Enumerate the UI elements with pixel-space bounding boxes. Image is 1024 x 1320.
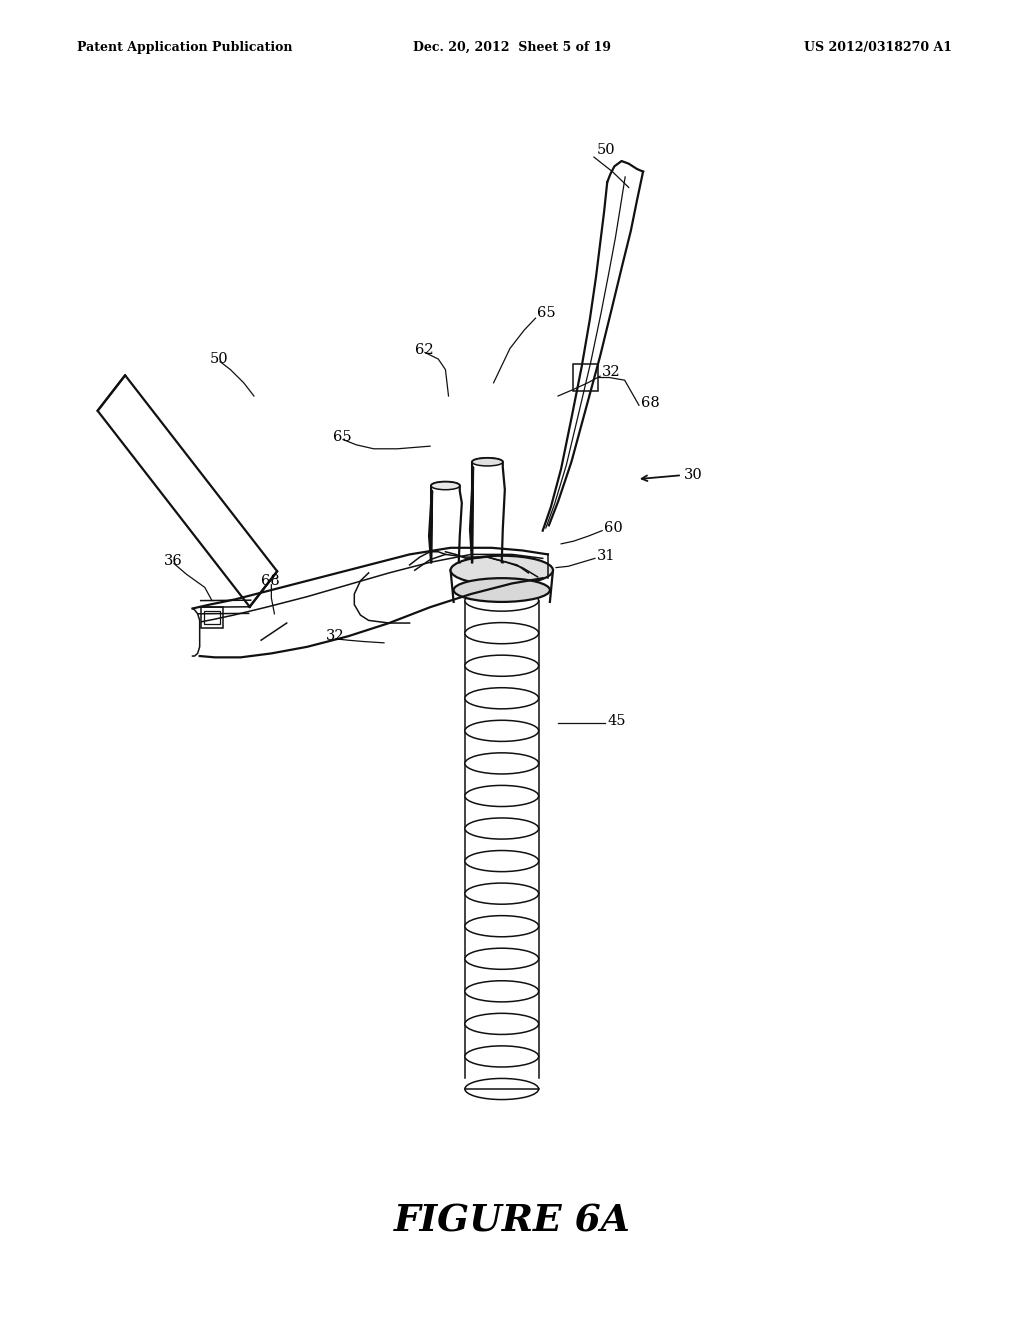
Bar [204,611,220,624]
Text: 50: 50 [597,144,615,157]
Ellipse shape [465,623,539,644]
Text: 60: 60 [604,521,623,535]
Ellipse shape [465,883,539,904]
Ellipse shape [465,688,539,709]
Ellipse shape [465,916,539,937]
Ellipse shape [465,1014,539,1035]
Ellipse shape [465,655,539,676]
Text: 32: 32 [326,630,344,643]
Text: Dec. 20, 2012  Sheet 5 of 19: Dec. 20, 2012 Sheet 5 of 19 [413,41,611,54]
Ellipse shape [431,482,460,490]
Text: 30: 30 [684,469,702,482]
Ellipse shape [465,1045,539,1067]
Text: Patent Application Publication: Patent Application Publication [77,41,292,54]
Text: 68: 68 [641,396,659,409]
Text: FIGURE 6A: FIGURE 6A [393,1203,631,1239]
Ellipse shape [472,458,503,466]
Text: 31: 31 [597,549,615,562]
Text: 45: 45 [607,714,626,727]
Ellipse shape [465,785,539,807]
Ellipse shape [465,752,539,774]
Text: 68: 68 [261,574,280,587]
Ellipse shape [465,981,539,1002]
Bar [201,607,223,628]
Ellipse shape [454,578,550,602]
Ellipse shape [465,1078,539,1100]
Text: 65: 65 [537,306,555,319]
Text: 50: 50 [210,352,228,366]
Text: 32: 32 [602,366,621,379]
Ellipse shape [465,721,539,742]
Bar [573,364,598,391]
Text: 36: 36 [164,554,182,568]
Text: 65: 65 [333,430,351,444]
Text: 62: 62 [415,343,433,356]
Ellipse shape [465,948,539,969]
Text: US 2012/0318270 A1: US 2012/0318270 A1 [804,41,952,54]
Ellipse shape [465,850,539,871]
Ellipse shape [465,590,539,611]
Ellipse shape [465,818,539,840]
Ellipse shape [451,556,553,585]
